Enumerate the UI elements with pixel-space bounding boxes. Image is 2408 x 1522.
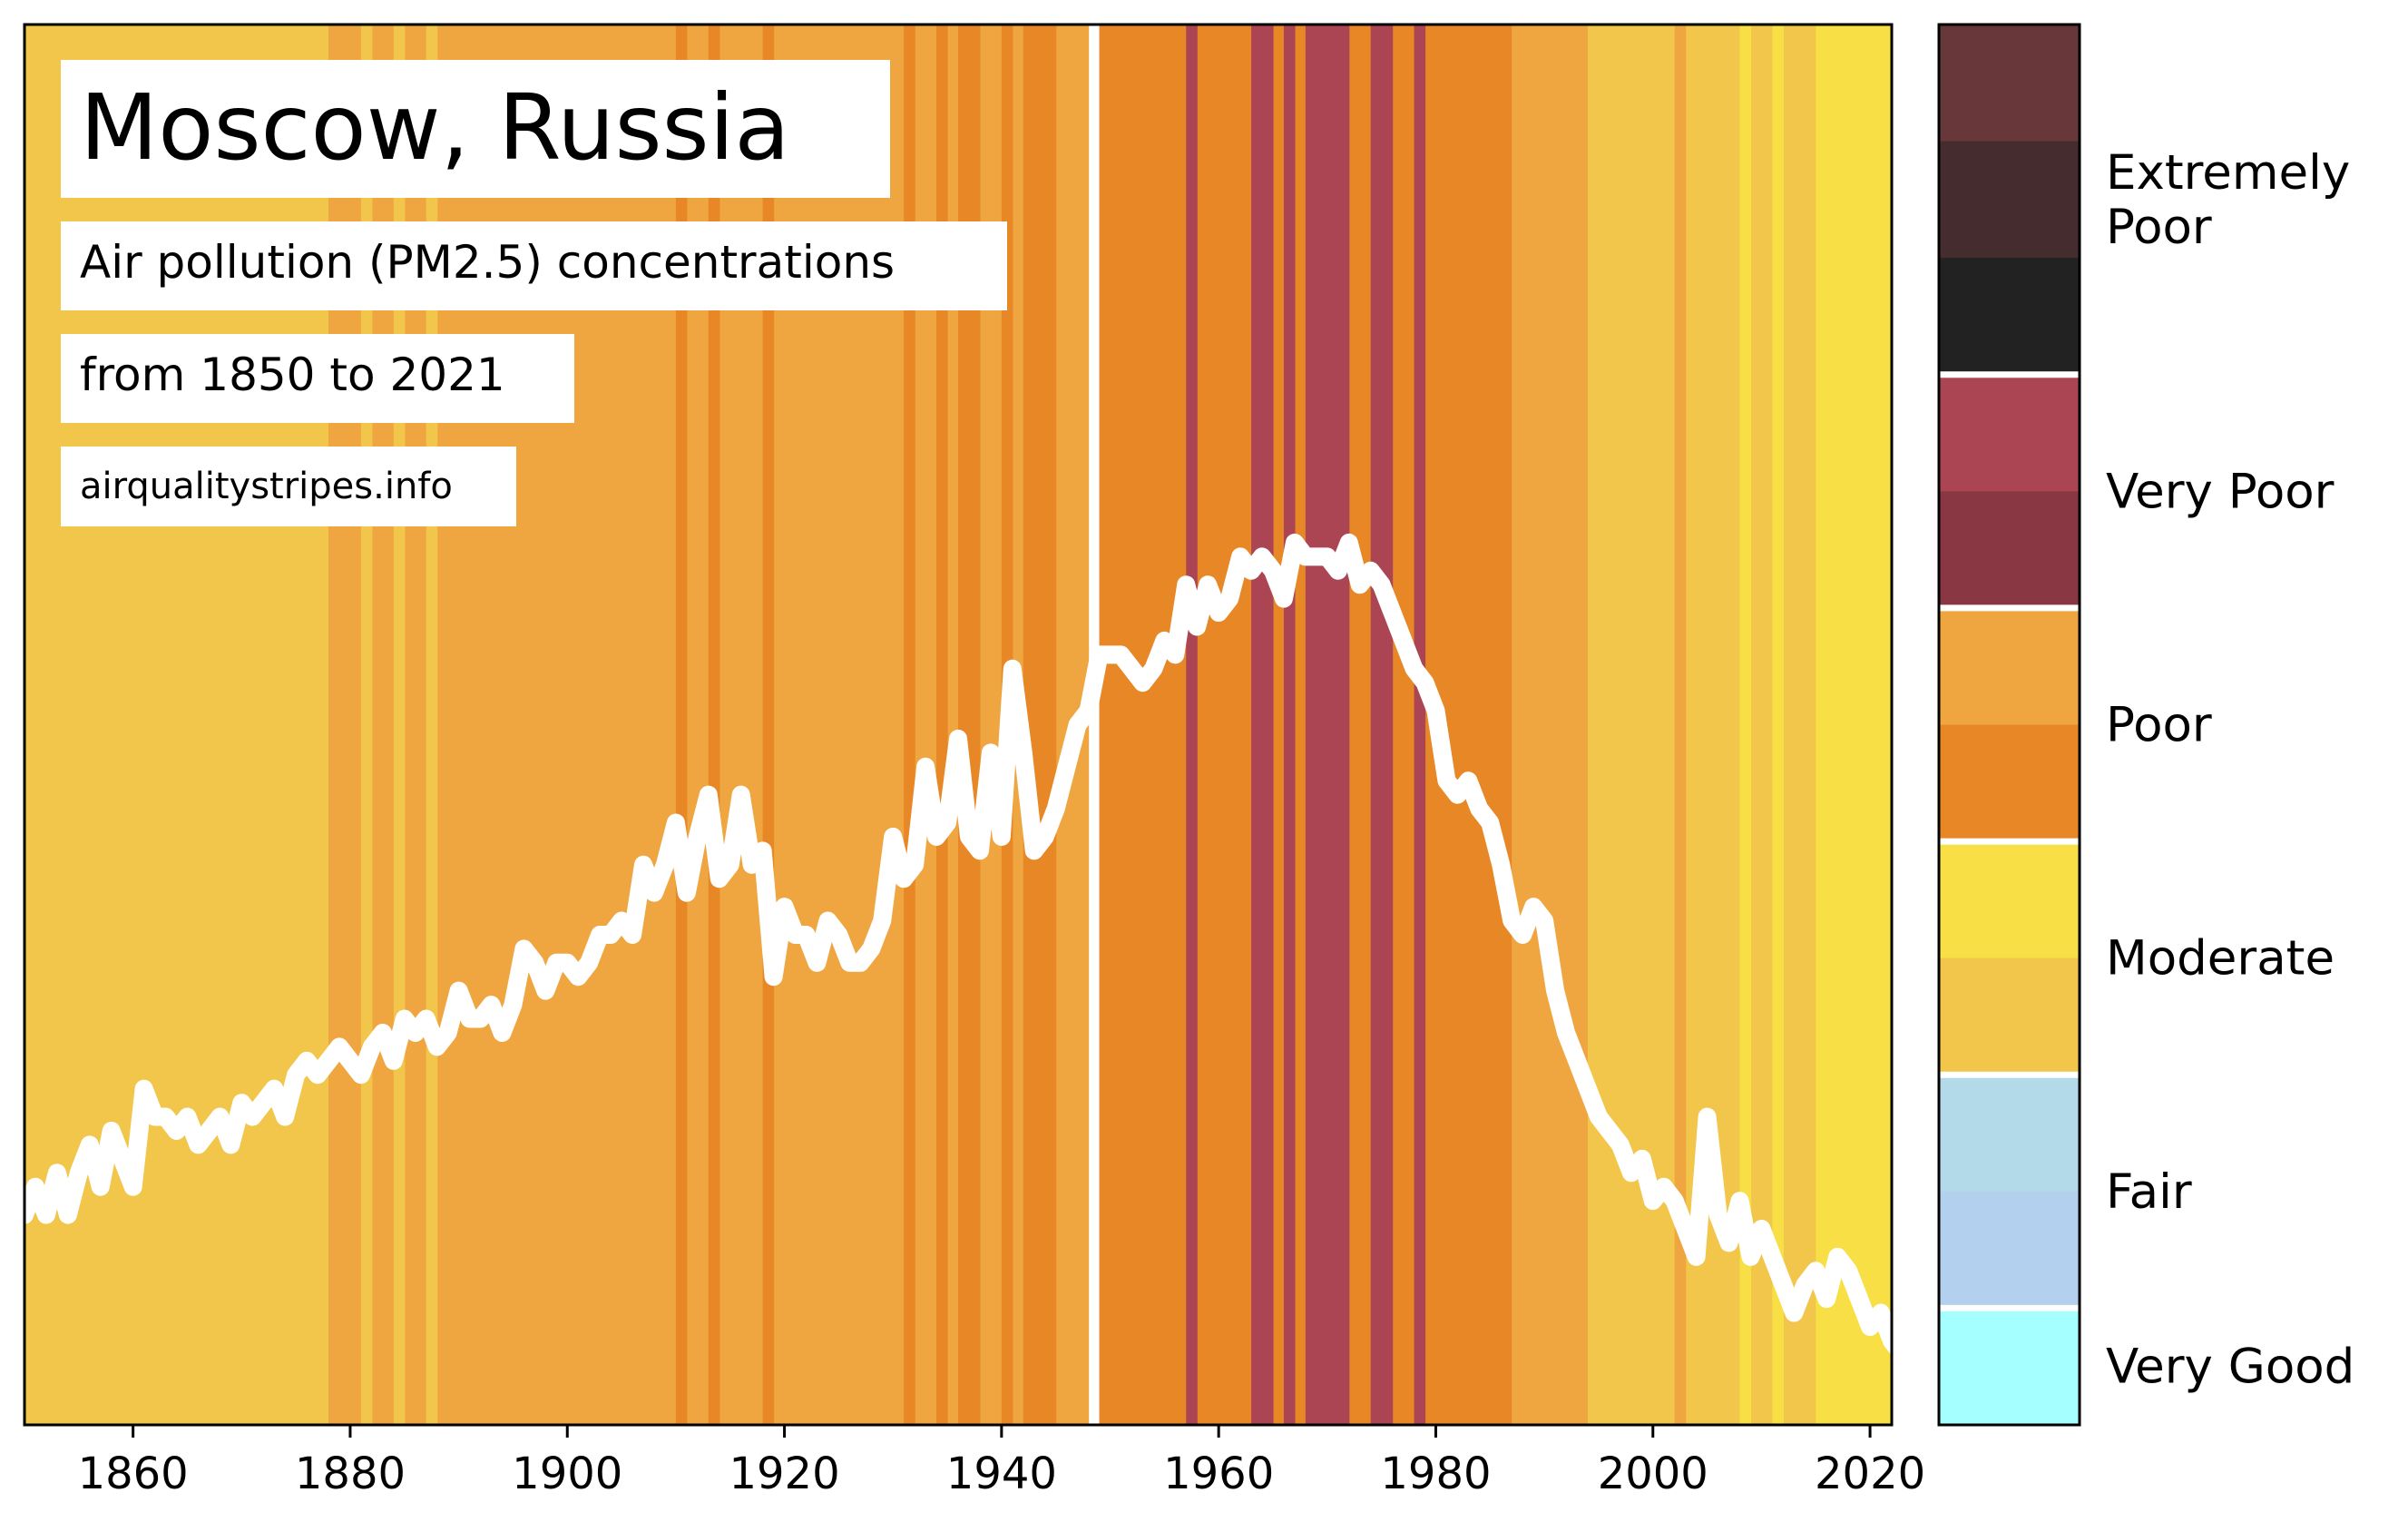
subtitle-line-2: from 1850 to 2021 (80, 349, 505, 401)
pollution-stripe (675, 25, 688, 1425)
pollution-stripe (1816, 25, 1892, 1425)
subtitle-line-1: Air pollution (PM2.5) concentrations (80, 236, 895, 289)
pollution-stripe (1512, 25, 1589, 1425)
pollution-stripe (708, 25, 720, 1425)
legend-label-moderate: Moderate (2106, 931, 2335, 987)
legend-color-fair-dark (1939, 1191, 2080, 1309)
pollution-stripe (762, 25, 775, 1425)
title-box: Moscow, Russia (61, 60, 890, 198)
pollution-stripe (1186, 25, 1198, 1425)
x-tick-label: 1900 (512, 1448, 622, 1499)
legend-label-extremely-poor: Extremely Poor (2106, 145, 2350, 255)
legend-color-moderate-light (1939, 841, 2080, 959)
legend-color-poor-light (1939, 607, 2080, 725)
legend: Very Good Fair Moderate Poor Very Poor Extrem… (1937, 23, 2354, 1427)
legend-color-extremely-poor-3 (1939, 258, 2080, 376)
legend-color-very-good (1939, 1308, 2080, 1426)
legend-label-very-good: Very Good (2106, 1340, 2354, 1395)
x-tick-label: 1940 (946, 1448, 1057, 1499)
source-box: airqualitystripes.info (61, 447, 516, 526)
x-tick-label: 1960 (1163, 1448, 1274, 1499)
source-label: airqualitystripes.info (80, 466, 453, 507)
pollution-stripe (1370, 25, 1394, 1425)
legend-frame (1937, 23, 2081, 1427)
pollution-stripe (1674, 25, 1687, 1425)
pollution-stripe (936, 25, 948, 1425)
pollution-stripe (1283, 25, 1296, 1425)
pm25-series-line (24, 533, 1892, 1356)
x-tick-label: 1880 (295, 1448, 406, 1499)
legend-label-very-poor: Very Poor (2106, 464, 2335, 519)
subtitle-box-1: Air pollution (PM2.5) concentrations (61, 221, 1007, 310)
chart-title: Moscow, Russia (80, 74, 790, 181)
pollution-stripe (904, 25, 915, 1425)
x-tick-label: 2020 (1815, 1448, 1925, 1499)
legend-color-very-poor-dark (1939, 491, 2080, 609)
subtitle-box-2: from 1850 to 2021 (61, 334, 574, 423)
x-tick-label: 1860 (78, 1448, 189, 1499)
pollution-stripe (1251, 25, 1274, 1425)
x-tick-label: 1920 (729, 1448, 839, 1499)
legend-color-fair-light (1939, 1075, 2080, 1193)
legend-color-very-poor-light (1939, 374, 2080, 492)
x-axis: 1860 1880 1900 1920 1940 1960 1980 2000 2020 (78, 1425, 1925, 1499)
pollution-stripe (1739, 25, 1752, 1425)
x-tick-label: 1980 (1380, 1448, 1491, 1499)
legend-color-poor-dark (1939, 724, 2080, 842)
pollution-stripe (1414, 25, 1426, 1425)
legend-color-extremely-poor-1 (1939, 25, 2080, 142)
legend-label-fair: Fair (2106, 1164, 2192, 1220)
legend-color-extremely-poor-2 (1939, 141, 2080, 259)
x-tick-label: 2000 (1598, 1448, 1708, 1499)
plot-frame (23, 23, 1894, 1427)
pollution-stripe (1772, 25, 1784, 1425)
legend-label-poor: Poor (2106, 698, 2212, 753)
pollution-stripe (1305, 25, 1350, 1425)
legend-color-moderate-dark (1939, 957, 2080, 1075)
